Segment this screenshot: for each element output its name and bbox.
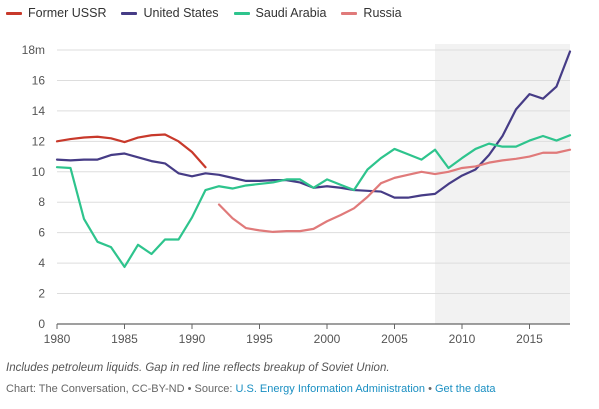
legend-label: United States (143, 6, 219, 20)
y-tick-label: 18m (22, 43, 45, 57)
series-layer (55, 50, 572, 269)
grid-layer: 0 2 4 6 8 10 12 14 16 18m (22, 43, 570, 331)
highlight-region (435, 44, 570, 324)
legend-item: United States (121, 6, 219, 20)
series-line-saudi-arabia (55, 134, 572, 269)
legend-swatch (233, 11, 250, 15)
x-tick-label: 1985 (111, 332, 138, 346)
series-line-russia (217, 148, 572, 234)
get-data-link[interactable]: Get the data (435, 383, 496, 395)
y-tick-label: 16 (32, 73, 46, 87)
legend-swatch (6, 11, 22, 15)
x-tick-label: 2000 (314, 332, 341, 346)
x-tick-label: 2010 (449, 332, 476, 346)
legend-label: Russia (363, 6, 402, 20)
y-tick-label: 0 (38, 317, 45, 331)
legend-item: Saudi Arabia (233, 6, 327, 20)
y-tick-label: 2 (38, 287, 45, 301)
x-axis: 1980 1985 1990 1995 2000 2005 2010 2015 (44, 324, 543, 346)
y-tick-label: 8 (38, 195, 45, 209)
line-chart: 0 2 4 6 8 10 12 14 16 18m 1980 1985 1990 1995 2000 200… (22, 43, 572, 346)
chart-footnote: Includes petroleum liquids. Gap in red l… (6, 362, 390, 374)
series-line-former-ussr (55, 133, 207, 169)
x-tick-label: 1980 (44, 332, 71, 346)
credit-text: Chart: The Conversation, CC-BY-ND (6, 383, 185, 395)
source-link[interactable]: U.S. Energy Information Administration (235, 383, 426, 395)
legend-item: Russia (341, 6, 402, 20)
highlight-layer (435, 44, 570, 324)
x-tick-label: 1995 (246, 332, 273, 346)
legend-item: Former USSR (6, 6, 106, 20)
source-label: Source: (194, 383, 233, 395)
legend-label: Saudi Arabia (255, 6, 327, 20)
y-tick-label: 10 (32, 165, 46, 179)
y-tick-label: 14 (32, 104, 46, 118)
chart-credit: Chart: The Conversation, CC-BY-ND • Sour… (6, 383, 496, 395)
chart-legend: Former USSR United States Saudi Arabia Russ… (6, 3, 417, 23)
legend-swatch (341, 11, 358, 15)
credit-separator: • (428, 383, 432, 395)
x-tick-label: 1990 (179, 332, 206, 346)
credit-separator: • (187, 383, 192, 395)
x-tick-label: 2005 (381, 332, 408, 346)
y-tick-label: 4 (38, 256, 45, 270)
legend-label: Former USSR (28, 6, 107, 20)
legend-swatch (121, 11, 138, 15)
y-tick-label: 6 (38, 226, 45, 240)
x-tick-label: 2015 (516, 332, 543, 346)
y-tick-label: 12 (32, 134, 46, 148)
